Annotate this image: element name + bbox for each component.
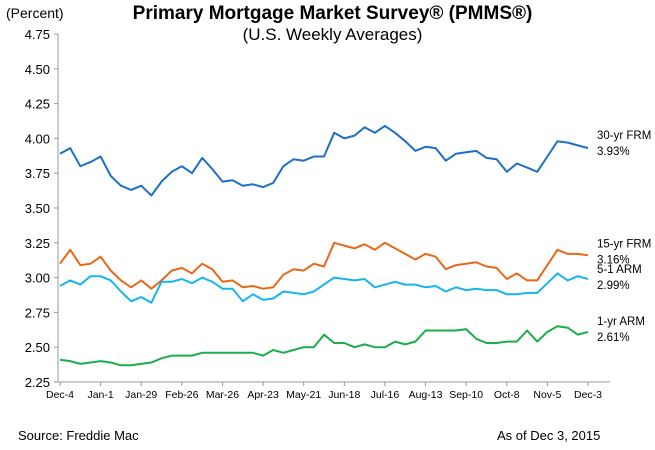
series-line-30-yr-frm	[59, 124, 589, 197]
y-tick-label: 4.50	[25, 62, 50, 77]
chart-subtitle: (U.S. Weekly Averages)	[242, 25, 423, 44]
y-tick-label: 2.50	[25, 340, 50, 355]
series-end-value: 3.16%	[597, 254, 630, 266]
x-tick-label: Dec-3	[574, 389, 602, 401]
y-tick-label: 3.25	[25, 236, 50, 251]
x-tick-label: Aug-13	[409, 389, 443, 401]
y-tick-label: 2.25	[25, 375, 50, 390]
y-tick-label: 4.25	[25, 97, 50, 112]
series-end-value: 3.93%	[597, 146, 630, 158]
series-line-1-yr-arm	[59, 325, 589, 367]
series-line-5-1-arm	[59, 272, 589, 304]
x-tick-label: Nov-5	[533, 389, 561, 401]
x-tick-label: Jun-18	[328, 389, 360, 401]
series-end-value: 2.99%	[597, 280, 630, 292]
x-tick-label: Mar-26	[206, 389, 239, 401]
y-tick-label: 3.50	[25, 201, 50, 216]
series-line-15-yr-frm	[59, 241, 589, 290]
series-label: 5-1 ARM	[597, 264, 642, 276]
y-tick-label: 3.00	[25, 271, 50, 286]
as-of-date: As of Dec 3, 2015	[497, 428, 601, 443]
x-tick-label: Apr-23	[247, 389, 279, 401]
y-tick-label: 4.75	[25, 27, 50, 42]
y-tick-label: 2.75	[25, 305, 50, 320]
x-tick-label: Oct-8	[494, 389, 520, 401]
x-tick-label: Jan-29	[125, 389, 157, 401]
series-label: 15-yr FRM	[597, 238, 651, 250]
x-tick-label: Sep-10	[449, 389, 483, 401]
series-end-value: 2.61%	[597, 332, 630, 344]
series-label: 1-yr ARM	[597, 316, 645, 328]
x-tick-label: Feb-26	[165, 389, 198, 401]
source-note: Source: Freddie Mac	[18, 428, 139, 443]
x-tick-label: Jan-1	[87, 389, 113, 401]
y-tick-label: 4.00	[25, 131, 50, 146]
series-label: 30-yr FRM	[597, 130, 651, 142]
x-tick-label: May-21	[286, 389, 321, 401]
y-tick-label: 3.75	[25, 166, 50, 181]
y-axis-label: (Percent)	[6, 5, 64, 21]
x-tick-label: Dec-4	[46, 389, 74, 401]
x-tick-label: Jul-16	[371, 389, 400, 401]
chart-title: Primary Mortgage Market Survey® (PMMS®)	[132, 3, 533, 24]
